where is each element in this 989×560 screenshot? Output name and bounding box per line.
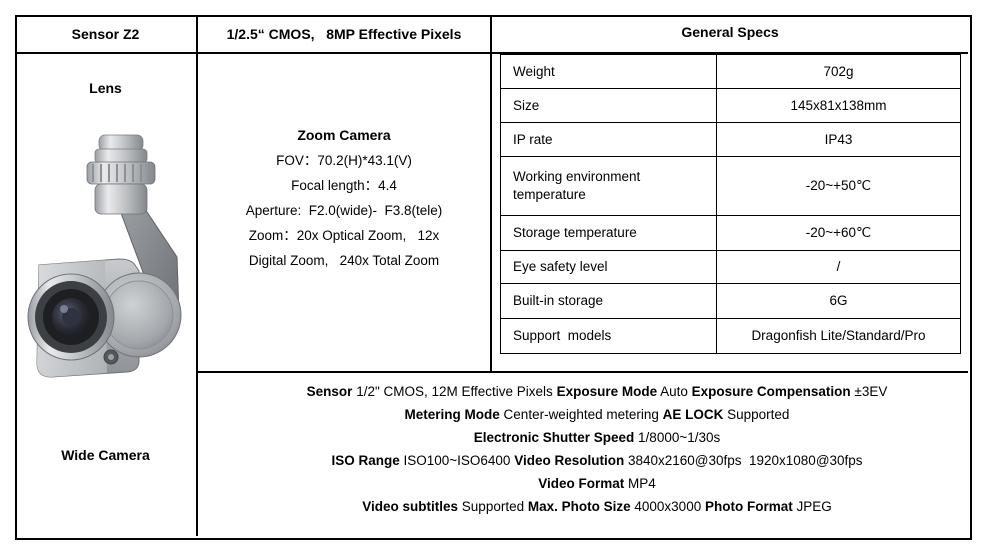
zoom-camera-zoom-spec-2: Digital Zoom, 240x Total Zoom bbox=[248, 252, 440, 268]
spec-value-eye-safety: / bbox=[717, 251, 960, 284]
spec-label-support-models: Support models bbox=[501, 319, 717, 353]
spec-value-storage-temp: -20~+60℃ bbox=[717, 216, 960, 251]
general-specs-table: Weight 702g Size 145x81x138mm IP rate IP… bbox=[500, 54, 961, 354]
spec-text-line: Electronic Shutter Speed 1/8000~1/30s bbox=[473, 429, 721, 445]
sensor-spec-text: 1/2.5“ CMOS, 8MP Effective Pixels bbox=[226, 25, 462, 42]
zoom-camera-cell: Zoom Camera FOV：70.2(H)*43.1(V) Focal le… bbox=[198, 40, 490, 355]
header-cell-general-specs: General Specs bbox=[492, 13, 968, 50]
spec-label-size: Size bbox=[501, 89, 717, 123]
spec-text-line: Video Format MP4 bbox=[538, 475, 656, 491]
spec-text-line: ISO Range ISO100~ISO6400 Video Resolutio… bbox=[331, 452, 863, 468]
gimbal-camera-illustration bbox=[27, 134, 182, 378]
spec-value-working-temp: -20~+50℃ bbox=[717, 157, 960, 216]
spec-text-line: Sensor 1/2" CMOS, 12M Effective Pixels E… bbox=[306, 383, 888, 399]
zoom-camera-fov: FOV：70.2(H)*43.1(V) bbox=[276, 152, 412, 168]
spec-value-size: 145x81x138mm bbox=[717, 89, 960, 123]
spec-label-storage-temp: Storage temperature bbox=[501, 216, 717, 251]
camera-product-image bbox=[21, 129, 193, 381]
grid-line-header bbox=[17, 52, 968, 54]
grid-line-mid bbox=[197, 371, 968, 373]
zoom-camera-title: Zoom Camera bbox=[297, 126, 391, 143]
header-cell-sensor-spec: 1/2.5“ CMOS, 8MP Effective Pixels bbox=[198, 15, 490, 52]
spec-value-weight: 702g bbox=[717, 55, 960, 89]
lens-illustration bbox=[27, 273, 115, 361]
sensor-title-text: Sensor Z2 bbox=[71, 25, 140, 42]
spec-value-ip-rate: IP43 bbox=[717, 123, 960, 157]
spec-label-eye-safety: Eye safety level bbox=[501, 251, 717, 284]
spec-text-line: Metering Mode Center-weighted metering A… bbox=[404, 406, 790, 422]
spec-text-line: Video subtitles Supported Max. Photo Siz… bbox=[362, 498, 832, 514]
header-cell-sensor-title: Sensor Z2 bbox=[15, 15, 196, 52]
spec-label-built-in-storage: Built-in storage bbox=[501, 284, 717, 319]
spec-label-weight: Weight bbox=[501, 55, 717, 89]
grid-line-col1 bbox=[196, 17, 198, 536]
spec-value-support-models: Dragonfish Lite/Standard/Pro bbox=[751, 328, 926, 344]
general-specs-title-text: General Specs bbox=[681, 23, 779, 40]
table-outer-border bbox=[15, 15, 972, 540]
spec-value-built-in-storage: 6G bbox=[717, 284, 960, 319]
grid-line-col2 bbox=[490, 17, 492, 372]
spec-label-ip-rate: IP rate bbox=[501, 123, 717, 157]
zoom-camera-aperture: Aperture: F2.0(wide)- F3.8(tele) bbox=[245, 202, 443, 218]
zoom-camera-zoom-spec: Zoom：20x Optical Zoom, 12x bbox=[248, 227, 440, 243]
spec-label-working-temp: Working environment temperature bbox=[501, 157, 717, 216]
lens-label: Lens bbox=[89, 80, 122, 96]
wide-camera-specs-cell: Sensor 1/2" CMOS, 12M Effective Pixels E… bbox=[198, 367, 989, 530]
wide-camera-label: Wide Camera bbox=[61, 447, 150, 463]
zoom-camera-focal-length: Focal length：4.4 bbox=[291, 177, 397, 193]
mount-connector bbox=[86, 134, 156, 215]
